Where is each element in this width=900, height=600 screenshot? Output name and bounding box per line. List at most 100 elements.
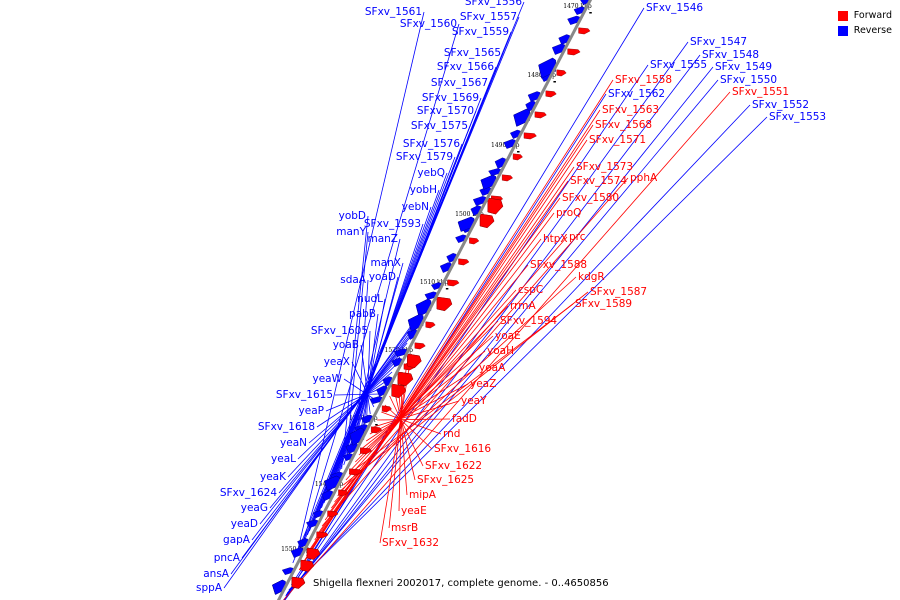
gene-label-sfxv-1550: SFxv_1550 (720, 74, 777, 86)
reverse-leader-line (366, 330, 371, 422)
reverse-leader-line (334, 393, 381, 396)
reverse-swatch (837, 25, 848, 36)
forward-gene (534, 111, 547, 119)
gene-label-sfxv-1569: SFxv_1569 (422, 92, 479, 104)
gene-label-sfxv-1548: SFxv_1548 (702, 49, 759, 61)
forward-gene (381, 405, 392, 413)
forward-leader-line (345, 289, 517, 481)
forward-leader-line (318, 180, 569, 534)
gene-label-sfxv-1557: SFxv_1557 (460, 11, 517, 23)
gene-label-rnd: rnd (443, 428, 460, 440)
gene-label-yeal: yeaL (271, 453, 296, 465)
gene-label-prc: prc (569, 231, 586, 243)
gene-label-sfxv-1546: SFxv_1546 (646, 2, 703, 14)
gene-label-sfxv-1558: SFxv_1558 (615, 74, 672, 86)
forward-leader-line (358, 335, 494, 456)
gene-label-sfxv-1563: SFxv_1563 (602, 104, 659, 116)
gene-label-proq: proQ (556, 207, 581, 219)
forward-gene (479, 213, 495, 229)
gene-label-yoaa: yoaA (479, 362, 506, 374)
gene-label-yeak: yeaK (260, 471, 287, 483)
gene-label-sfxv-1571: SFxv_1571 (589, 134, 646, 146)
gene-label-yoad: yoaD (369, 271, 396, 283)
forward-gene (360, 447, 373, 455)
forward-gene (414, 342, 426, 350)
gene-label-yoae: yoaE (495, 330, 521, 342)
gene-label-sfxv-1555: SFxv_1555 (650, 59, 707, 71)
reverse-leader-line (296, 11, 425, 557)
gene-label-sfxv-1560: SFxv_1560 (400, 18, 457, 30)
reverse-leader-line (301, 23, 460, 546)
legend: Forward Reverse (837, 8, 892, 38)
gene-label-sfxv-1624: SFxv_1624 (220, 487, 277, 499)
gene-label-ansa: ansA (203, 568, 230, 580)
forward-leader-line (283, 91, 731, 600)
gene-label-sfxv-1618: SFxv_1618 (258, 421, 315, 433)
forward-leader-line (355, 320, 499, 463)
reverse-leader-line (341, 215, 369, 470)
forward-gene (327, 510, 339, 518)
forward-gene (370, 426, 382, 434)
gene-label-yoab: yoaB (333, 339, 359, 351)
reverse-leader-line (285, 79, 719, 597)
tick-label: 1510 kbp (420, 279, 449, 286)
gene-glyphs (272, 0, 591, 595)
reverse-leader-line (348, 238, 401, 457)
forward-gene (397, 371, 414, 387)
forward-gene (349, 468, 363, 476)
gene-label-sfxv-1625: SFxv_1625 (417, 474, 474, 486)
gene-label-mipa: mipA (409, 489, 437, 501)
gene-label-sfxv-1594: SFxv_1594 (500, 315, 557, 327)
gene-label-rrma: rrmA (510, 300, 536, 312)
gene-label-sdaa: sdaA (340, 274, 367, 286)
gene-label-msrb: msrB (391, 522, 418, 534)
gene-label-yeax: yeaX (324, 356, 350, 368)
forward-leader-line (381, 411, 442, 435)
gene-label-sfxv-1580: SFxv_1580 (562, 192, 619, 204)
forward-gene (501, 174, 513, 182)
gene-label-pnca: pncA (214, 552, 241, 564)
gene-label-yeay: yeaY (461, 395, 487, 407)
gene-label-sfxv-1579: SFxv_1579 (396, 151, 453, 163)
gene-label-yebn: yebN (402, 201, 429, 213)
forward-leader-line (339, 276, 577, 492)
gene-label-sfxv-1551: SFxv_1551 (732, 86, 789, 98)
gene-label-sfxv-1616: SFxv_1616 (434, 443, 491, 455)
tick-label: 1500 kbp (455, 211, 484, 218)
gene-label-sfxv-1574: SFxv_1574 (570, 175, 627, 187)
gene-label-ppha: pphA (630, 172, 658, 184)
tick-mark (445, 288, 449, 290)
reverse-leader-line (283, 66, 714, 600)
gene-label-yead: yeaD (231, 518, 258, 530)
gene-label-yeap: yeaP (299, 405, 324, 417)
legend-reverse-label: Reverse (853, 25, 892, 36)
gene-label-sfxv-1556: SFxv_1556 (465, 0, 522, 8)
reverse-leader-line (325, 386, 385, 412)
gene-label-sfxv-1622: SFxv_1622 (425, 460, 482, 472)
forward-gene (338, 489, 349, 497)
legend-forward-label: Forward (853, 10, 892, 21)
reverse-leader-line (345, 231, 369, 461)
gene-label-sfxv-1632: SFxv_1632 (382, 537, 439, 549)
forward-leader-line (351, 305, 509, 470)
reverse-leader-line (291, 93, 607, 586)
forward-leader-line (365, 367, 478, 442)
forward-gene (578, 27, 591, 35)
gene-label-sfxv-1615: SFxv_1615 (276, 389, 333, 401)
forward-leader-line (348, 303, 574, 475)
reverse-leader-line (330, 172, 448, 491)
forward-gene (306, 547, 321, 560)
gene-label-sfxv-1576: SFxv_1576 (403, 138, 460, 150)
gene-label-yeae: yeaE (401, 505, 427, 517)
forward-leader-line (331, 238, 542, 509)
reverse-leader-line (287, 356, 401, 478)
legend-reverse: Reverse (837, 23, 892, 38)
forward-gene (523, 132, 537, 140)
tick-mark (517, 151, 520, 153)
gene-label-sfxv-1568: SFxv_1568 (595, 119, 652, 131)
forward-gene (512, 153, 523, 161)
gene-label-sfxv-1562: SFxv_1562 (608, 88, 665, 100)
reverse-leader-line (353, 276, 399, 447)
gene-label-sfxv-1589: SFxv_1589 (575, 298, 632, 310)
